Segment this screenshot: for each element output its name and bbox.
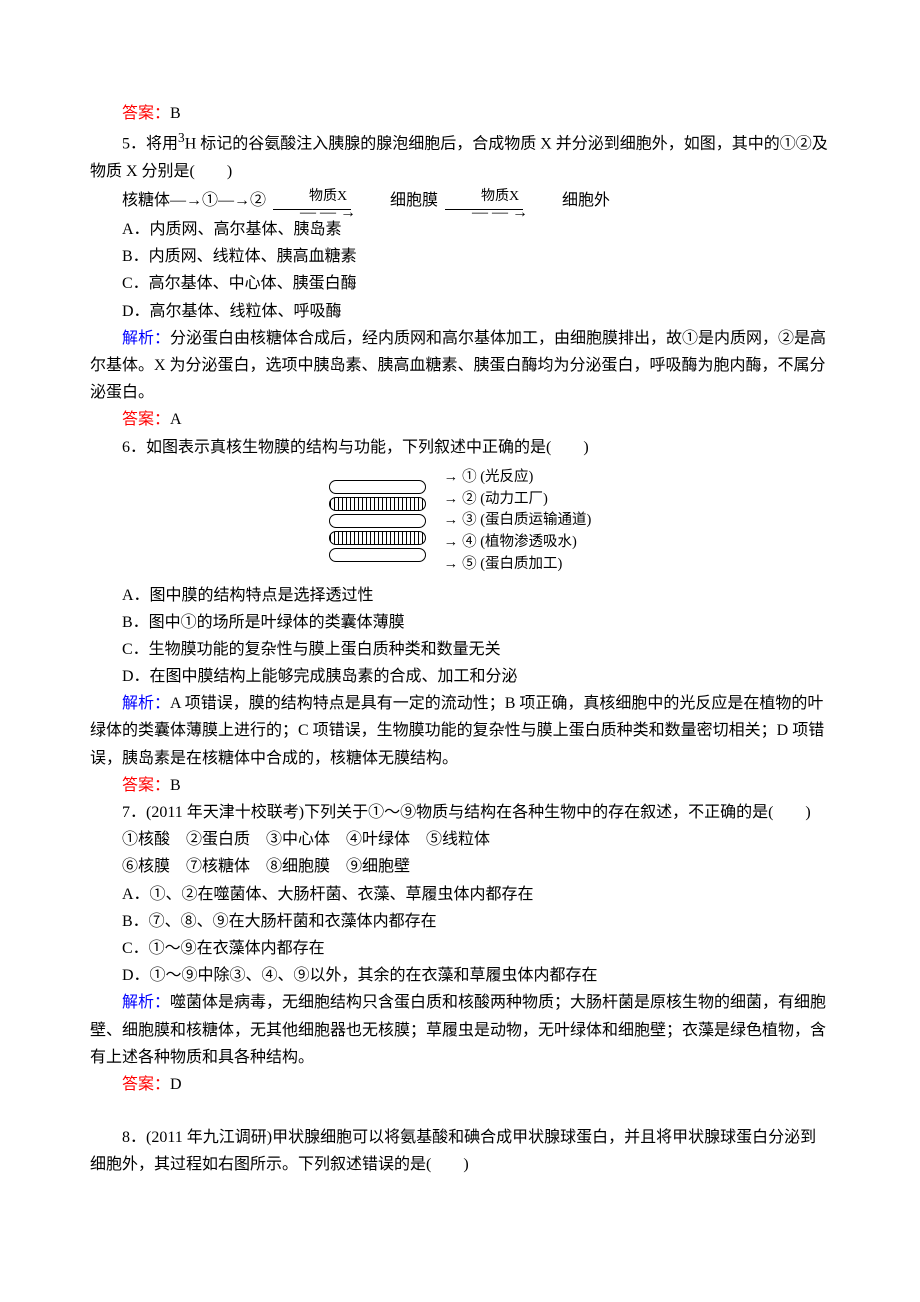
q7-items-line2: ⑥核膜 ⑦核糖体 ⑧细胞膜 ⑨细胞壁 [90, 853, 830, 880]
q8-stem: 8．(2011 年九江调研)甲状腺细胞可以将氨基酸和碘合成甲状腺球蛋白，并且将甲… [90, 1124, 830, 1178]
answer-label: 答案： [122, 411, 170, 428]
analysis-label: 解析： [122, 695, 170, 712]
arrow-icon: → [444, 534, 459, 550]
q6-analysis-text: A 项错误，膜的结构特点是具有一定的流动性；B 项正确，真核细胞中的光反应是在植… [90, 695, 824, 766]
q6-stem: 6．如图表示真核生物膜的结构与功能，下列叙述中正确的是( ) [90, 434, 830, 461]
membrane-layer [329, 497, 426, 511]
q6-opt-d: D．在图中膜结构上能够完成胰岛素的合成、加工和分泌 [90, 663, 830, 690]
diag-l2: ② (动力工厂) [462, 491, 548, 507]
q5-opt-a: A．内质网、高尔基体、胰岛素 [90, 216, 830, 243]
arrow-icon: → [444, 469, 459, 485]
q7-opt-d: D．①～⑨中除③、④、⑨以外，其余的在衣藻和草履虫体内都存在 [90, 962, 830, 989]
q5-formula-p3: 细胞外 [530, 187, 610, 214]
q5-formula: 核糖体—→①—→② 物质X — — → 细胞膜 物质X — — → 细胞外 [90, 185, 830, 216]
q5-analysis-text: 分泌蛋白由核糖体合成后，经内质网和高尔基体加工，由细胞膜排出，故①是内质网，②是… [90, 330, 826, 401]
q5-stem-b: H 标记的谷氨酸注入胰腺的腺泡细胞后，合成物质 X 并分泌到细胞外，如图，其中的… [90, 136, 828, 180]
q7-items-line1: ①核酸 ②蛋白质 ③中心体 ④叶绿体 ⑤线粒体 [90, 826, 830, 853]
q7-answer-value: D [170, 1076, 182, 1093]
diagram-labels: →① (光反应) →② (动力工厂) →③ (蛋白质运输通道) →④ (植物渗透… [444, 467, 592, 576]
q7-opt-a: A．①、②在噬菌体、大肠杆菌、衣藻、草履虫体内都存在 [90, 881, 830, 908]
answer-label: 答案： [122, 1076, 170, 1093]
q7-stem: 7．(2011 年天津十校联考)下列关于①～⑨物质与结构在各种生物中的存在叙述，… [90, 799, 830, 826]
diag-l4: ④ (植物渗透吸水) [462, 534, 577, 550]
membrane-layer [329, 548, 426, 562]
q5-stem: 5．将用3H 标记的谷氨酸注入胰腺的腺泡细胞后，合成物质 X 并分泌到细胞外，如… [90, 127, 830, 185]
q7-opt-c: C．①～⑨在衣藻体内都存在 [90, 935, 830, 962]
q7-analysis-text: 噬菌体是病毒，无细胞结构只含蛋白质和核酸两种物质；大肠杆菌是原核生物的细菌，有细… [90, 994, 826, 1065]
q5-formula-p1: 核糖体—→①—→② [90, 187, 266, 214]
answer-label: 答案： [122, 105, 170, 122]
q5-arrow2: — — → [440, 210, 528, 216]
q5-opt-d: D．高尔基体、线粒体、呼吸酶 [90, 298, 830, 325]
q7-answer: 答案：D [90, 1071, 830, 1098]
answer-label: 答案： [122, 777, 170, 794]
q7-opt-b: B．⑦、⑧、⑨在大肠杆菌和衣藻体内都存在 [90, 908, 830, 935]
diag-l5: ⑤ (蛋白质加工) [462, 556, 562, 572]
diag-l1: ① (光反应) [462, 469, 533, 485]
membrane-layer [329, 480, 426, 494]
arrow-icon: → [444, 512, 459, 528]
q6-diagram: →① (光反应) →② (动力工厂) →③ (蛋白质运输通道) →④ (植物渗透… [90, 467, 830, 576]
q5-opt-c: C．高尔基体、中心体、胰蛋白酶 [90, 270, 830, 297]
q5-answer-value: A [170, 411, 182, 428]
q6-opt-b: B．图中①的场所是叶绿体的类囊体薄膜 [90, 609, 830, 636]
q6-opt-a: A．图中膜的结构特点是选择透过性 [90, 582, 830, 609]
q6-analysis: 解析：A 项错误，膜的结构特点是具有一定的流动性；B 项正确，真核细胞中的光反应… [90, 690, 830, 772]
diag-l3: ③ (蛋白质运输通道) [462, 512, 591, 528]
q5-opt-b: B．内质网、线粒体、胰高血糖素 [90, 243, 830, 270]
q6-opt-c: C．生物膜功能的复杂性与膜上蛋白质种类和数量无关 [90, 636, 830, 663]
arrow-icon: → [444, 491, 459, 507]
analysis-label: 解析： [122, 994, 170, 1011]
q7-analysis: 解析：噬菌体是病毒，无细胞结构只含蛋白质和核酸两种物质；大肠杆菌是原核生物的细菌… [90, 989, 830, 1071]
analysis-label: 解析： [122, 330, 170, 347]
membrane-layer [329, 531, 426, 545]
q5-answer: 答案：A [90, 406, 830, 433]
membrane-stack-icon [329, 480, 426, 562]
q6-answer: 答案：B [90, 772, 830, 799]
q6-answer-value: B [170, 777, 181, 794]
arrow-icon: → [444, 556, 459, 572]
q5-formula-p2: 细胞膜 [358, 187, 438, 214]
q4-answer: 答案：B [90, 100, 830, 127]
q5-sup: 3 [178, 130, 185, 145]
q5-stem-a: 5．将用 [122, 136, 178, 153]
q4-answer-value: B [170, 105, 181, 122]
q5-analysis: 解析：分泌蛋白由核糖体合成后，经内质网和高尔基体加工，由细胞膜排出，故①是内质网… [90, 325, 830, 407]
membrane-layer [329, 514, 426, 528]
